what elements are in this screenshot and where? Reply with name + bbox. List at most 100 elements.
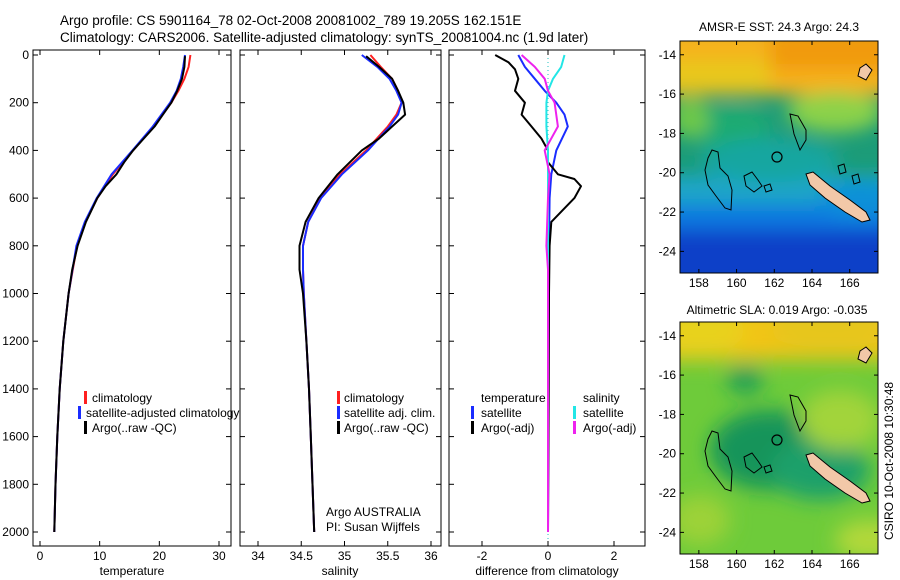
sla-map-title: Altimetric SLA: 0.019 Argo: -0.035 [687,303,868,317]
csiro-timestamp: CSIRO 10-Oct-2008 10:30:48 [882,382,896,540]
sla-map: Altimetric SLA: 0.019 Argo: -0.035 [659,303,879,571]
temperature-series-blue [53,54,186,533]
x-tick-label: 30 [212,549,226,563]
map-y-tick-label: -16 [659,87,677,101]
y-tick-label: 1400 [2,382,29,396]
y-tick-label: 1200 [2,334,29,348]
legend-satellite-adjusted: satellite-adjusted climatology [86,406,239,420]
sla-map-frame [679,321,879,555]
map-x-tick-label: 158 [689,557,709,571]
temperature-series-red [53,54,192,533]
legend-temp-argo-swatch [471,421,474,434]
sla-argo-marker [771,434,783,446]
map-y-tick-label: -14 [659,329,677,343]
y-tick-label: 200 [9,96,29,110]
difference-xlabel: difference from climatology [475,564,618,578]
x-tick-label: 0 [37,549,44,563]
legend-sal-argo: Argo(-adj) [583,421,636,435]
difference-legend: temperature satellite Argo(-adj) salinit… [471,391,636,435]
legend-sal-satellite-swatch [573,406,576,419]
map-y-tick-label: -14 [659,48,677,62]
y-tick-label: 0 [22,48,29,62]
x-tick-label: 34.5 [290,549,314,563]
legend-argo-swatch [337,421,340,434]
x-tick-label: 2 [611,549,618,563]
map-y-tick-label: -18 [659,126,677,140]
sst-map-title: AMSR-E SST: 24.3 Argo: 24.3 [699,20,859,34]
difference-panel: -2 0 2 difference from climatology tempera… [448,49,646,578]
temperature-xlabel: temperature [100,564,165,578]
legend-satellite-adjusted-swatch [78,406,81,419]
map-x-tick-label: 166 [840,276,860,290]
legend-argo: Argo(..raw -QC) [344,421,429,435]
temperature-axes-frame [32,49,232,547]
x-tick-label: 35.5 [376,549,400,563]
map-y-tick-label: -22 [659,486,677,500]
salinity-legend: climatology satellite adj. clim. Argo(..… [337,391,435,435]
legend-temp-satellite: satellite [481,406,522,420]
map-x-tick-label: 160 [727,557,747,571]
map-x-tick-label: 162 [764,557,784,571]
x-tick-label: 0 [545,549,552,563]
legend-climatology: climatology [92,391,152,405]
map-x-tick-label: 158 [689,276,709,290]
sst-map: AMSR-E SST: 24.3 Argo: 24.3 [659,20,879,290]
legend-temp-argo: Argo(-adj) [481,421,534,435]
credit-line1: Argo AUSTRALIA [326,505,421,519]
x-tick-label: 36 [424,549,438,563]
map-x-tick-label: 164 [802,276,822,290]
salinity-panel: 34 34.5 35 35.5 36 salinity climatology sate… [239,49,442,578]
legend-argo-swatch [84,421,87,434]
legend-satellite-adj-swatch [337,406,340,419]
sst-map-frame [679,40,879,274]
legend-temperature-title: temperature [481,391,546,405]
y-tick-label: 400 [9,143,29,157]
salinity-xlabel: salinity [322,564,359,578]
map-y-tick-label: -20 [659,447,677,461]
temperature-legend: climatology satellite-adjusted climatolo… [78,391,239,435]
legend-argo: Argo(..raw -QC) [92,421,177,435]
y-tick-label: 800 [9,239,29,253]
difference-series-magenta [520,54,559,532]
map-y-tick-label: -16 [659,368,677,382]
credit-line2: PI: Susan Wijffels [326,520,420,534]
map-x-tick-label: 162 [764,276,784,290]
difference-series-blue [517,54,569,533]
y-tick-label: 1000 [2,287,29,301]
salinity-series-black [298,55,407,533]
legend-temp-satellite-swatch [471,406,474,419]
difference-axes-frame [448,49,646,547]
figure-title-line2: Climatology: CARS2006. Satellite-adjuste… [60,30,588,45]
temperature-series-black [53,56,186,533]
legend-climatology-swatch [337,391,340,404]
legend-climatology-swatch [84,391,87,404]
map-y-tick-label: -18 [659,407,677,421]
map-y-tick-label: -22 [659,205,677,219]
y-tick-label: 1800 [2,477,29,491]
salinity-series-red [302,54,403,533]
x-tick-label: 35 [338,549,352,563]
x-tick-label: -2 [477,549,488,563]
y-tick-label: 2000 [2,525,29,539]
figure-title-line1: Argo profile: CS 5901164_78 02-Oct-2008 … [60,13,521,28]
map-y-tick-label: -24 [659,244,677,258]
x-tick-label: 34 [251,549,265,563]
map-x-tick-label: 164 [802,557,822,571]
map-x-tick-label: 166 [840,557,860,571]
legend-sal-satellite: satellite [583,406,624,420]
legend-satellite-adj: satellite adj. clim. [344,406,435,420]
map-y-tick-label: -20 [659,166,677,180]
x-tick-label: 20 [153,549,167,563]
map-y-tick-label: -24 [659,525,677,539]
temperature-panel: 0 10 20 30 0 200 400 600 800 1000 1200 1400 1600 1800… [2,48,239,578]
y-tick-label: 1600 [2,430,29,444]
x-tick-label: 10 [93,549,107,563]
y-tick-label: 600 [9,191,29,205]
legend-climatology: climatology [344,391,404,405]
salinity-axes-frame [239,49,442,547]
legend-salinity-title: salinity [583,391,620,405]
sst-argo-marker [771,151,783,163]
legend-sal-argo-swatch [573,421,576,434]
map-x-tick-label: 160 [727,276,747,290]
